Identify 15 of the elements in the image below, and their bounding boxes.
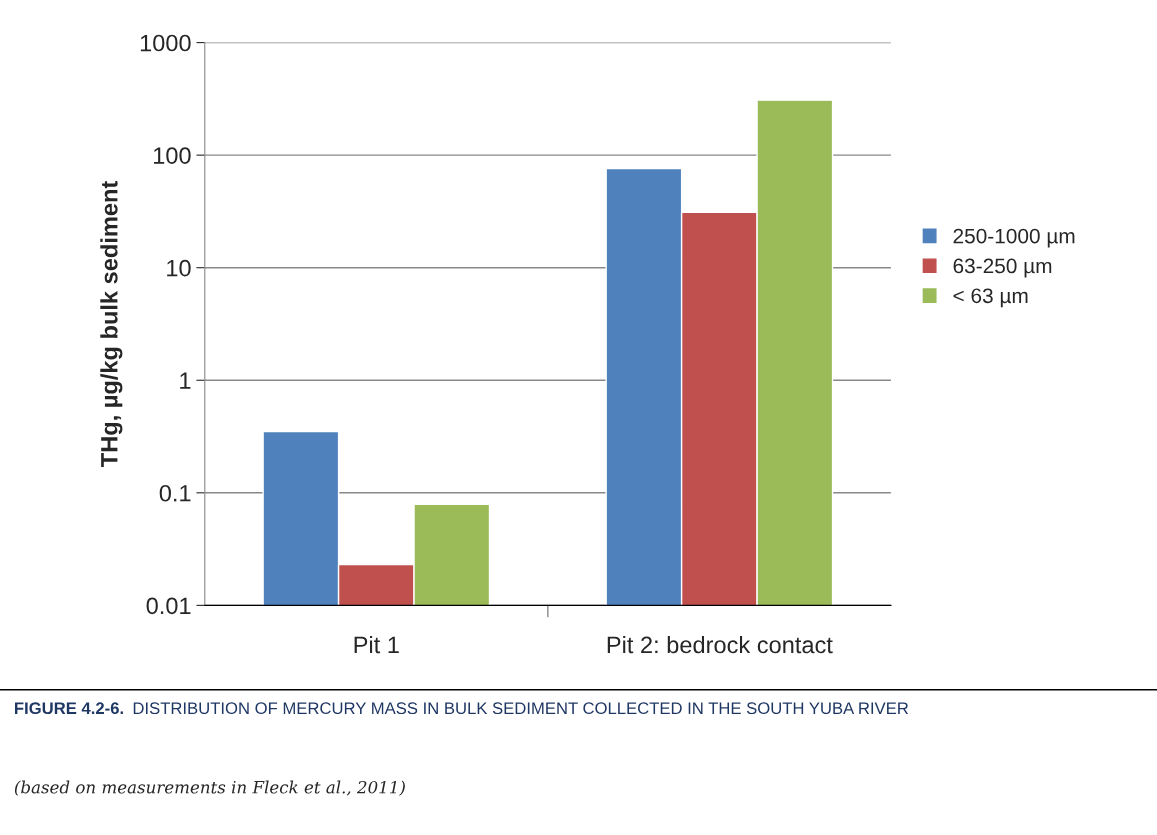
y-tick-label: 0.1 — [159, 484, 191, 502]
text: DISTRIBUTION OF MERCURY MASS IN BULK SEDIMENT COLLECTED IN THE SOUTH YUBA RIVER — [133, 702, 909, 715]
y-tick-label: 1 — [180, 372, 191, 389]
legend-label: 63-250 µm — [953, 258, 1052, 278]
legend-label: 250-1000 µm — [953, 228, 1075, 248]
text: (based on measurements in Fleck et al., 2011) — [14, 780, 405, 796]
y-axis-title: THg, µg/kg bulk sediment — [100, 181, 123, 467]
y-tick-label: 1000 — [140, 34, 191, 52]
caption: FIGURE 4.2-6. — [15, 702, 123, 715]
y-tick-label: 0.01 — [146, 597, 191, 615]
legend-label: < 63 µm — [953, 288, 1028, 308]
y-tick-label: 10 — [167, 259, 191, 277]
x-tick-label: Pit 2: bedrock contact — [607, 635, 833, 654]
y-tick-label: 100 — [154, 147, 191, 164]
x-tick-label: Pit 1 — [354, 635, 399, 654]
